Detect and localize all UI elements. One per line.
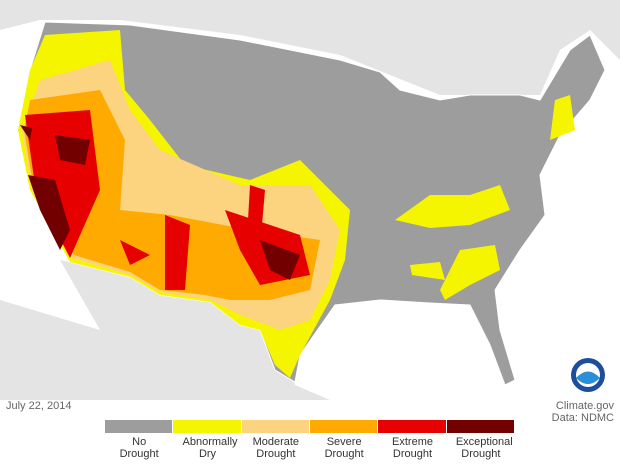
data-credit: Data: NDMC	[551, 412, 614, 424]
legend: No Drought Abnormally Dry Moderate Drought…	[105, 420, 515, 464]
legend-label: Severe Drought	[324, 436, 364, 460]
legend-label: Exceptional Drought	[455, 436, 513, 460]
legend-swatch	[310, 420, 379, 433]
legend-swatch	[378, 420, 447, 433]
legend-label: Abnormally Dry	[182, 436, 238, 460]
source: Climate.gov	[555, 400, 614, 412]
abnormally-dry-east	[395, 95, 575, 300]
legend-swatch	[173, 420, 242, 433]
exceptional-drought-area	[20, 125, 300, 280]
mexico	[0, 260, 330, 400]
noaa-logo-bird	[576, 371, 600, 384]
legend-label: No Drought	[119, 436, 159, 460]
legend-label: Moderate Drought	[252, 436, 300, 460]
date: July 22, 2014	[6, 400, 72, 412]
extreme-drought-area	[25, 110, 310, 290]
legend-swatch	[105, 420, 174, 433]
legend-swatch	[241, 420, 310, 433]
legend-swatch	[446, 420, 515, 433]
legend-label: Extreme Drought	[392, 436, 433, 460]
canada	[0, 0, 620, 95]
map	[0, 0, 620, 400]
